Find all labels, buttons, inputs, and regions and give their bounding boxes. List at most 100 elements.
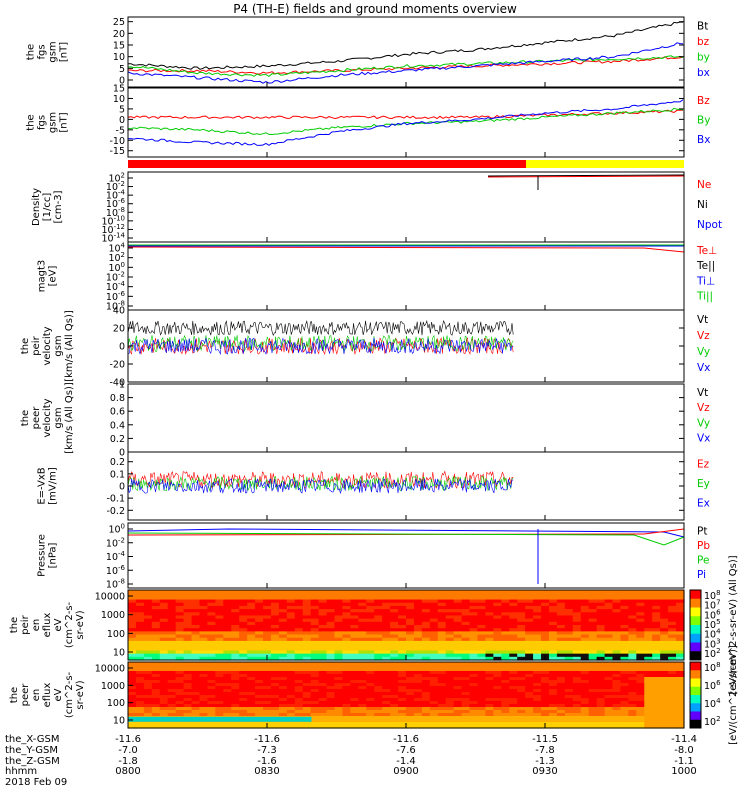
spectrogram-cell [437, 701, 447, 705]
spectrogram-cell [429, 719, 439, 723]
spectrogram-cell [429, 634, 439, 639]
spectrogram-cell [525, 722, 534, 726]
spectrogram-cell [294, 628, 304, 632]
legend-pi: Pi [697, 569, 706, 581]
ytick-label: 0 [119, 342, 125, 353]
spectrogram-cell [199, 590, 209, 594]
spectrogram-cell [302, 680, 312, 684]
spectrogram-cell [636, 650, 645, 655]
spectrogram-cell [215, 628, 224, 632]
spectrogram-cell [644, 716, 653, 720]
spectrogram-cell [564, 602, 574, 607]
spectrogram-cell [548, 647, 558, 652]
spectrogram-cell [628, 677, 637, 681]
spectrogram-cell [183, 680, 193, 684]
spectrogram-cell [580, 719, 590, 723]
spectrogram-cell [556, 599, 566, 604]
footer-value: -7.0 [118, 744, 138, 756]
spectrogram-cell [509, 671, 518, 675]
ylabel-line: (cm^2-s- [64, 601, 75, 648]
spectrogram-cell [612, 609, 622, 613]
spectrogram-cell [612, 665, 622, 669]
spectrogram-cell [453, 621, 463, 626]
spectrogram-cell [128, 710, 137, 714]
ytick-label: 1 [119, 380, 125, 391]
spectrogram-cell [493, 631, 502, 636]
spectrogram-cell [628, 599, 637, 604]
footer-value: -1.3 [535, 755, 555, 767]
spectrogram-cell [215, 677, 224, 681]
spectrogram-cell [517, 701, 526, 705]
spectrogram-cell [652, 650, 661, 655]
spectrogram-cell [525, 615, 534, 620]
spectrogram-cell [310, 609, 320, 613]
spectrogram-cell [406, 707, 415, 711]
spectrogram-cell [278, 596, 288, 601]
spectrogram-cell [461, 615, 471, 620]
spectrogram-cell [286, 625, 296, 629]
spectrogram-cell [493, 722, 502, 726]
spectrogram-cell [294, 668, 304, 672]
spectrogram-cell [151, 596, 161, 601]
spectrogram-cell [215, 674, 224, 678]
spectrogram-cell [668, 625, 677, 629]
spectrogram-cell [270, 677, 280, 681]
spectrogram-cell [517, 695, 526, 699]
spectrogram-cell [278, 686, 288, 690]
spectrogram-cell [652, 689, 661, 693]
spectrogram-cell [255, 725, 264, 729]
spectrogram-cell [342, 695, 351, 699]
spectrogram-cell [612, 599, 622, 604]
spectrogram-cell [541, 662, 550, 666]
spectrogram-cell [302, 707, 312, 711]
spectrogram-cell [429, 599, 439, 604]
spectrogram-cell [199, 653, 209, 658]
spectrogram-cell [382, 647, 391, 652]
spectrogram-cell [564, 716, 574, 720]
ylabel-line: peer [20, 683, 31, 707]
spectrogram-cell [429, 725, 439, 729]
spectrogram-cell [445, 701, 455, 705]
spectrogram-cell [660, 665, 669, 669]
spectrogram-cell [437, 716, 447, 720]
spectrogram-cell [143, 707, 153, 711]
spectrogram-cell [294, 686, 304, 690]
spectrogram-cell [580, 671, 590, 675]
spectrogram-cell [429, 707, 439, 711]
spectrogram-cell [588, 605, 598, 610]
spectrogram-cell [358, 615, 367, 620]
spectrogram-cell [564, 713, 574, 717]
coordinate-footer: the_X-GSM -11.6 -11.6 -11.6 -11.5 -11.4 the_Y-… [5, 734, 697, 789]
spectrogram-cell [223, 637, 232, 642]
spectrogram-cell [588, 625, 598, 629]
spectrogram-cell [588, 683, 598, 687]
spectrogram-cell [406, 602, 415, 607]
spectrogram-cell [429, 683, 439, 687]
spectrogram-cell [628, 686, 637, 690]
spectrogram-cell [294, 625, 304, 629]
spectrogram-cell [652, 615, 661, 620]
spectrogram-cell [628, 716, 637, 720]
spectrogram-cell [485, 683, 494, 687]
spectrogram-cell [588, 621, 598, 626]
spectrogram-cell [636, 710, 645, 714]
spectrogram-cell [247, 605, 256, 610]
spectrogram-cell [421, 722, 431, 726]
spectrogram-cell [541, 590, 550, 594]
spectrogram-cell [318, 612, 328, 617]
spectrogram-cell [580, 665, 590, 669]
spectrogram-cell [167, 650, 177, 655]
spectrogram-cell [628, 590, 637, 594]
spectrogram-cell [326, 704, 336, 708]
spectrogram-cell [151, 698, 161, 702]
spectrogram-cell [215, 713, 224, 717]
panel-frame [127, 522, 685, 589]
spectrogram-cell [477, 650, 487, 655]
spectrogram-cell [326, 698, 336, 702]
spectrogram-cell [270, 701, 280, 705]
spectrogram-cell [564, 612, 574, 617]
spectrogram-cell [167, 665, 177, 669]
spectrogram-cell [660, 698, 669, 702]
spectrogram-cell [342, 704, 351, 708]
spectrogram-cell [572, 656, 582, 661]
